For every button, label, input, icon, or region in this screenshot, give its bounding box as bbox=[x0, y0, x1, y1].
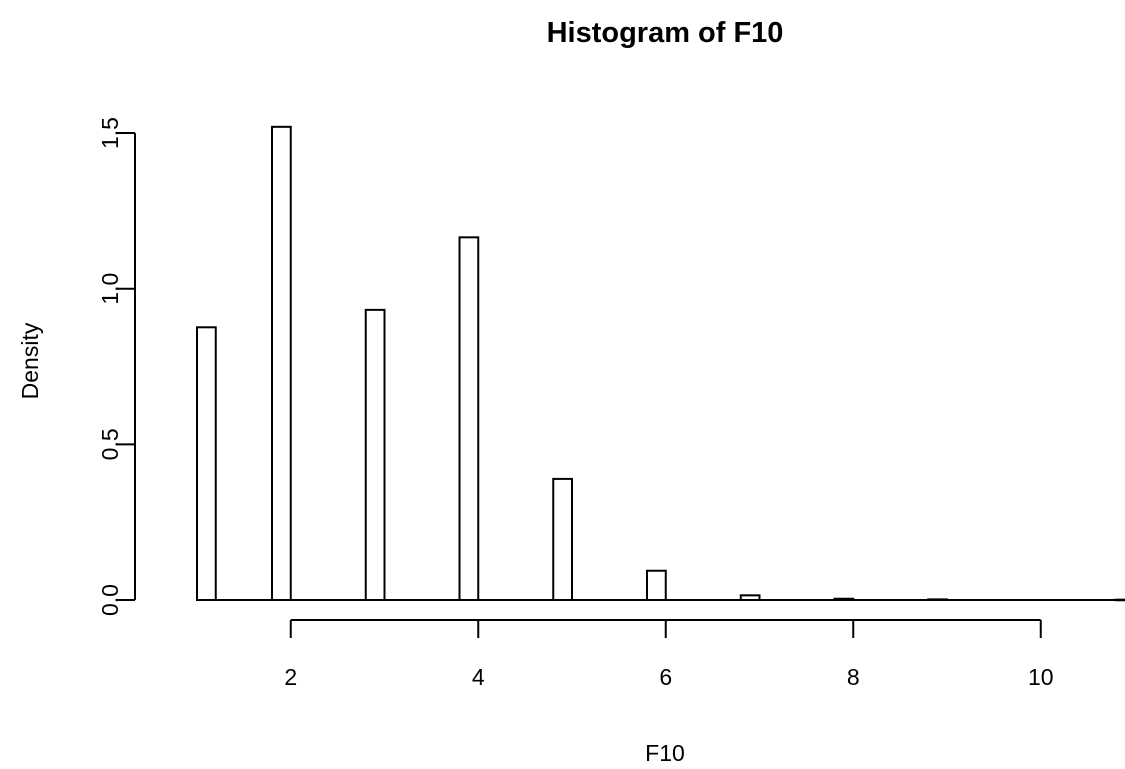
x-tick-label: 10 bbox=[1028, 664, 1054, 690]
histogram-bar-2 bbox=[364, 308, 386, 601]
histogram-bar-1 bbox=[271, 125, 292, 601]
x-tick-label: 6 bbox=[659, 664, 672, 690]
y-axis: 0.0 0.5 1.0 1.5 bbox=[97, 117, 136, 616]
y-tick-label: 1.0 bbox=[97, 273, 123, 305]
x-tick-label: 2 bbox=[284, 664, 297, 690]
x-axis: 2 4 6 8 10 bbox=[284, 619, 1054, 690]
y-tick-label: 0.5 bbox=[97, 428, 123, 460]
histogram-bar-5 bbox=[646, 569, 667, 601]
y-tick-label: 0.0 bbox=[97, 584, 123, 616]
bars-group bbox=[196, 125, 1125, 602]
y-tick-label: 1.5 bbox=[97, 117, 123, 149]
histogram-bar-4 bbox=[552, 477, 573, 601]
x-axis-label: F10 bbox=[645, 740, 685, 766]
y-axis-label: Density bbox=[17, 322, 43, 399]
x-tick-label: 8 bbox=[847, 664, 860, 690]
histogram-bar-0 bbox=[196, 326, 217, 601]
chart-title: Histogram of F10 bbox=[547, 17, 784, 49]
x-tick-label: 4 bbox=[472, 664, 485, 690]
histogram-bar-3 bbox=[458, 236, 480, 601]
